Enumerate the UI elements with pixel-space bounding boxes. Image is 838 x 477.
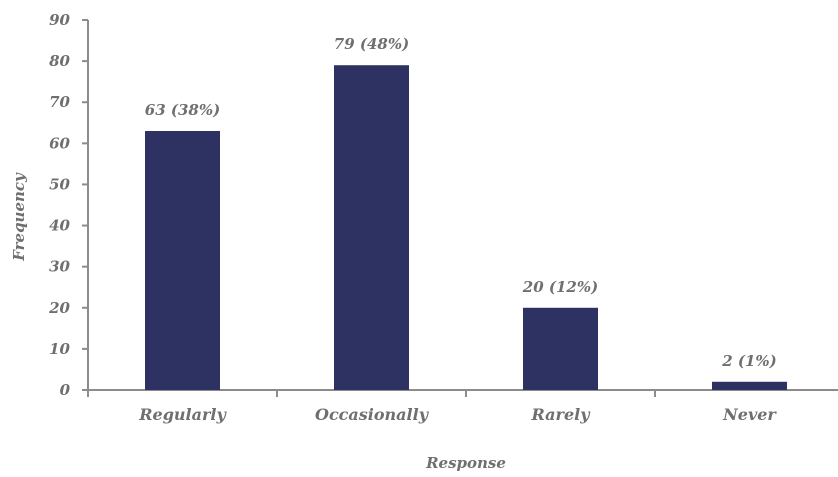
bar xyxy=(523,307,598,390)
bars xyxy=(145,65,787,390)
y-tick-label: 10 xyxy=(49,340,70,358)
x-tick-label: Never xyxy=(722,405,777,424)
x-tick-label: Occasionally xyxy=(315,405,430,424)
data-labels: 63 (38%) 79 (48%) 20 (12%) 2 (1%) xyxy=(145,35,777,370)
x-axis: Regularly Occasionally Rarely Never xyxy=(87,389,838,424)
bar xyxy=(145,131,220,390)
bar xyxy=(712,381,787,390)
y-tick-label: 60 xyxy=(49,134,70,152)
data-label: 2 (1%) xyxy=(721,352,777,370)
y-tick-label: 70 xyxy=(49,93,70,111)
y-tick-label: 30 xyxy=(49,258,70,276)
y-tick-label: 50 xyxy=(49,175,70,193)
x-tick-label: Regularly xyxy=(138,405,227,424)
y-axis-title: Frequency xyxy=(10,172,28,262)
y-tick-label: 40 xyxy=(49,217,70,235)
data-label: 20 (12%) xyxy=(522,278,598,296)
data-label: 63 (38%) xyxy=(145,101,220,119)
y-tick-label: 0 xyxy=(60,381,71,399)
y-axis: 0 10 20 30 40 50 60 70 80 90 xyxy=(48,11,89,399)
bar xyxy=(334,65,409,390)
x-tick-label: Rarely xyxy=(530,405,591,424)
y-tick-label: 90 xyxy=(49,11,70,29)
y-tick-label: 80 xyxy=(49,52,70,70)
x-axis-title: Response xyxy=(425,454,506,472)
y-tick-label: 20 xyxy=(48,299,70,317)
data-label: 79 (48%) xyxy=(334,35,409,53)
